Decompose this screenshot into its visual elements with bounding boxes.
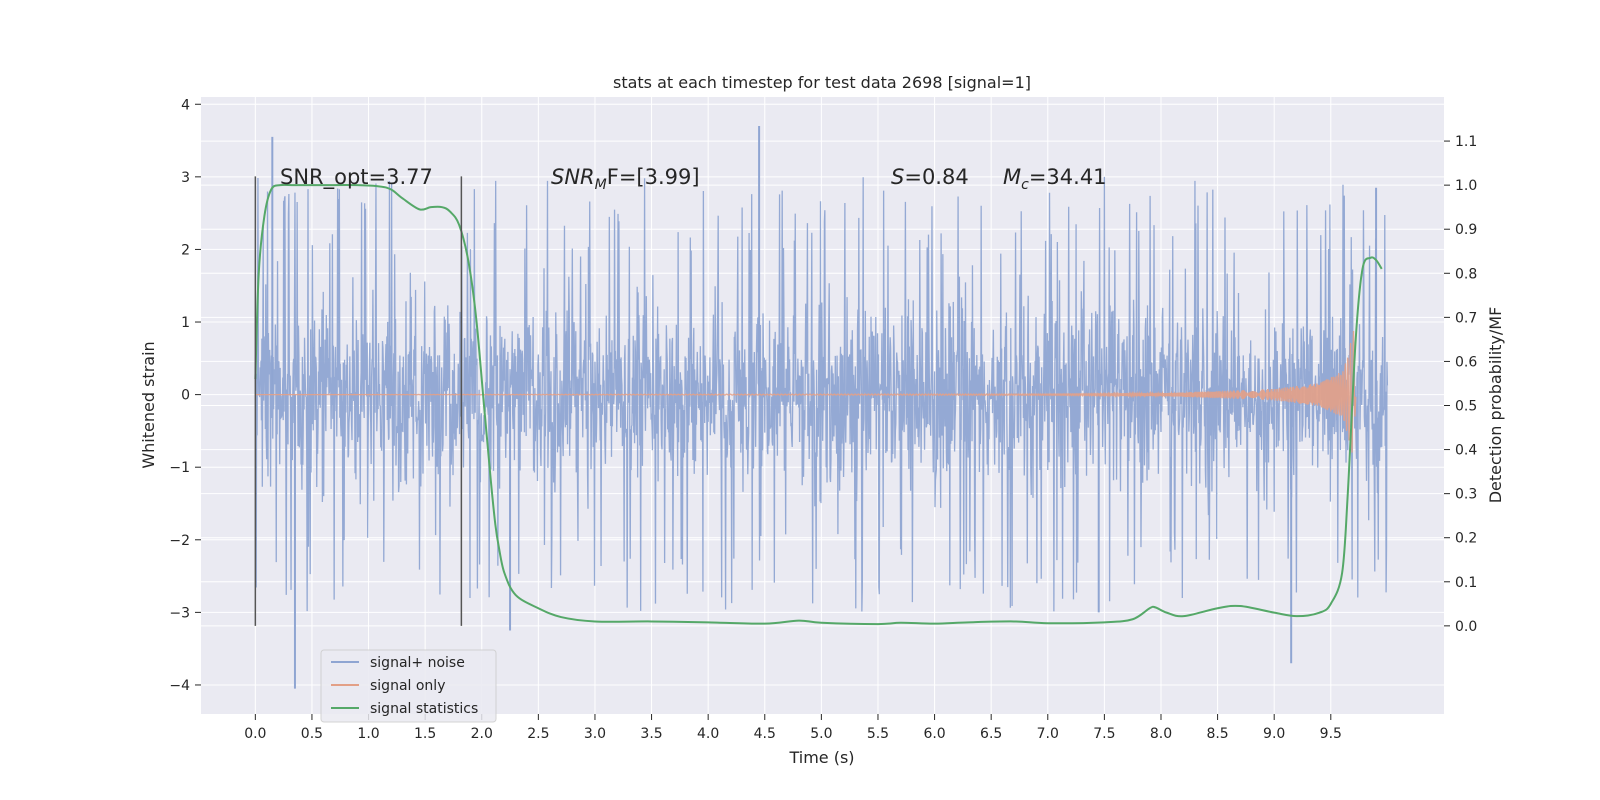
y-right-tick-label: 0.8	[1455, 266, 1477, 282]
x-tick-label: 1.0	[357, 726, 379, 742]
x-tick-label: 4.5	[754, 726, 776, 742]
x-tick-label: 5.0	[810, 726, 832, 742]
y-right-tick-label: 0.3	[1455, 487, 1477, 503]
y-left-tick-label: 0	[181, 388, 190, 404]
y-right-tick-label: 0.9	[1455, 222, 1477, 238]
y-right-tick-label: 0.5	[1455, 399, 1477, 415]
x-tick-label: 8.5	[1206, 726, 1228, 742]
y-left-tick-label: −2	[169, 533, 190, 549]
y-left-tick-label: −3	[169, 605, 190, 621]
y-left-tick-label: −1	[169, 460, 190, 476]
x-tick-label: 2.0	[471, 726, 493, 742]
y-right-tick-label: 0.1	[1455, 575, 1477, 591]
x-tick-label: 7.0	[1037, 726, 1059, 742]
legend: signal+ noise signal only signal statist…	[320, 649, 497, 723]
series-signal-statistics-line	[254, 183, 1383, 626]
y-right-tick-label: 1.0	[1455, 178, 1477, 194]
y-right-tick-label: 0.2	[1455, 531, 1477, 547]
y-right-tick-label: 1.1	[1455, 134, 1477, 150]
annotation-snr-mf-tail: F=[3.99]	[607, 165, 700, 189]
legend-box	[320, 649, 497, 723]
x-tick-label: 0.5	[301, 726, 323, 742]
legend-label-signal-noise: signal+ noise	[370, 655, 465, 671]
chart-title: stats at each timestep for test data 269…	[613, 73, 1031, 92]
x-tick-label: 8.0	[1150, 726, 1172, 742]
annotation-mc-sub: c	[1021, 177, 1029, 193]
annotation-mc-var: M	[1003, 165, 1021, 189]
y-axis-left-label: Whitened strain	[139, 341, 158, 468]
annotation-mc-val: =34.41	[1029, 165, 1107, 189]
y-left-tick-label: −4	[169, 678, 190, 694]
y-left-tick-label: 4	[181, 97, 190, 113]
vertical-markers	[254, 176, 463, 626]
x-tick-label: 6.0	[923, 726, 945, 742]
annotation-s-val: =0.84	[904, 165, 968, 189]
x-tick-label: 9.0	[1263, 726, 1285, 742]
y-right-tick-label: 0.0	[1455, 619, 1477, 635]
x-tick-label: 3.0	[584, 726, 606, 742]
y-left-tick-label: 2	[181, 242, 190, 258]
y-left-tick-label: 3	[181, 170, 190, 186]
x-tick-label: 1.5	[414, 726, 436, 742]
annotation-snr-mf-sub: M	[595, 177, 607, 193]
x-tick-label: 0.0	[244, 726, 266, 742]
x-tick-label: 7.5	[1093, 726, 1115, 742]
x-tick-label: 5.5	[867, 726, 889, 742]
annotations: SNR_opt=3.77 SNRMF=[3.99] S=0.84 Mc=34.4…	[280, 165, 1107, 193]
legend-label-signal-statistics: signal statistics	[370, 701, 478, 717]
x-tick-label: 6.5	[980, 726, 1002, 742]
annotation-snr-opt: SNR_opt=3.77	[280, 165, 433, 190]
x-axis-label: Time (s)	[788, 748, 854, 767]
y-right-tick-label: 0.7	[1455, 310, 1477, 326]
annotation-mc: Mc=34.41	[1003, 165, 1107, 193]
x-tick-label: 4.0	[697, 726, 719, 742]
series-signal-only-line	[255, 330, 1357, 453]
y-right-tick-label: 0.4	[1455, 443, 1477, 459]
data-layer	[254, 126, 1389, 689]
y-axis-right-label: Detection probability/MF	[1486, 307, 1505, 504]
annotation-snr-mf: SNRMF=[3.99]	[551, 165, 700, 193]
y-right-tick-label: 0.6	[1455, 354, 1477, 370]
annotation-snr-mf-var: SNR	[551, 165, 595, 189]
annotation-s-var: S	[891, 165, 904, 189]
annotation-s: S=0.84	[891, 165, 969, 189]
x-tick-label: 3.5	[640, 726, 662, 742]
x-tick-label: 9.5	[1320, 726, 1342, 742]
series-signal-noise-line	[254, 176, 1389, 612]
y-left-tick-label: 1	[181, 315, 190, 331]
x-tick-label: 2.5	[527, 726, 549, 742]
legend-label-signal-only: signal only	[370, 678, 445, 694]
axes: 0.0 0.5 1.0 1.5 2.0 2.5 3.0 3.5 4.0 4.5 5.0 5.5 6.0 6…	[169, 97, 1477, 742]
